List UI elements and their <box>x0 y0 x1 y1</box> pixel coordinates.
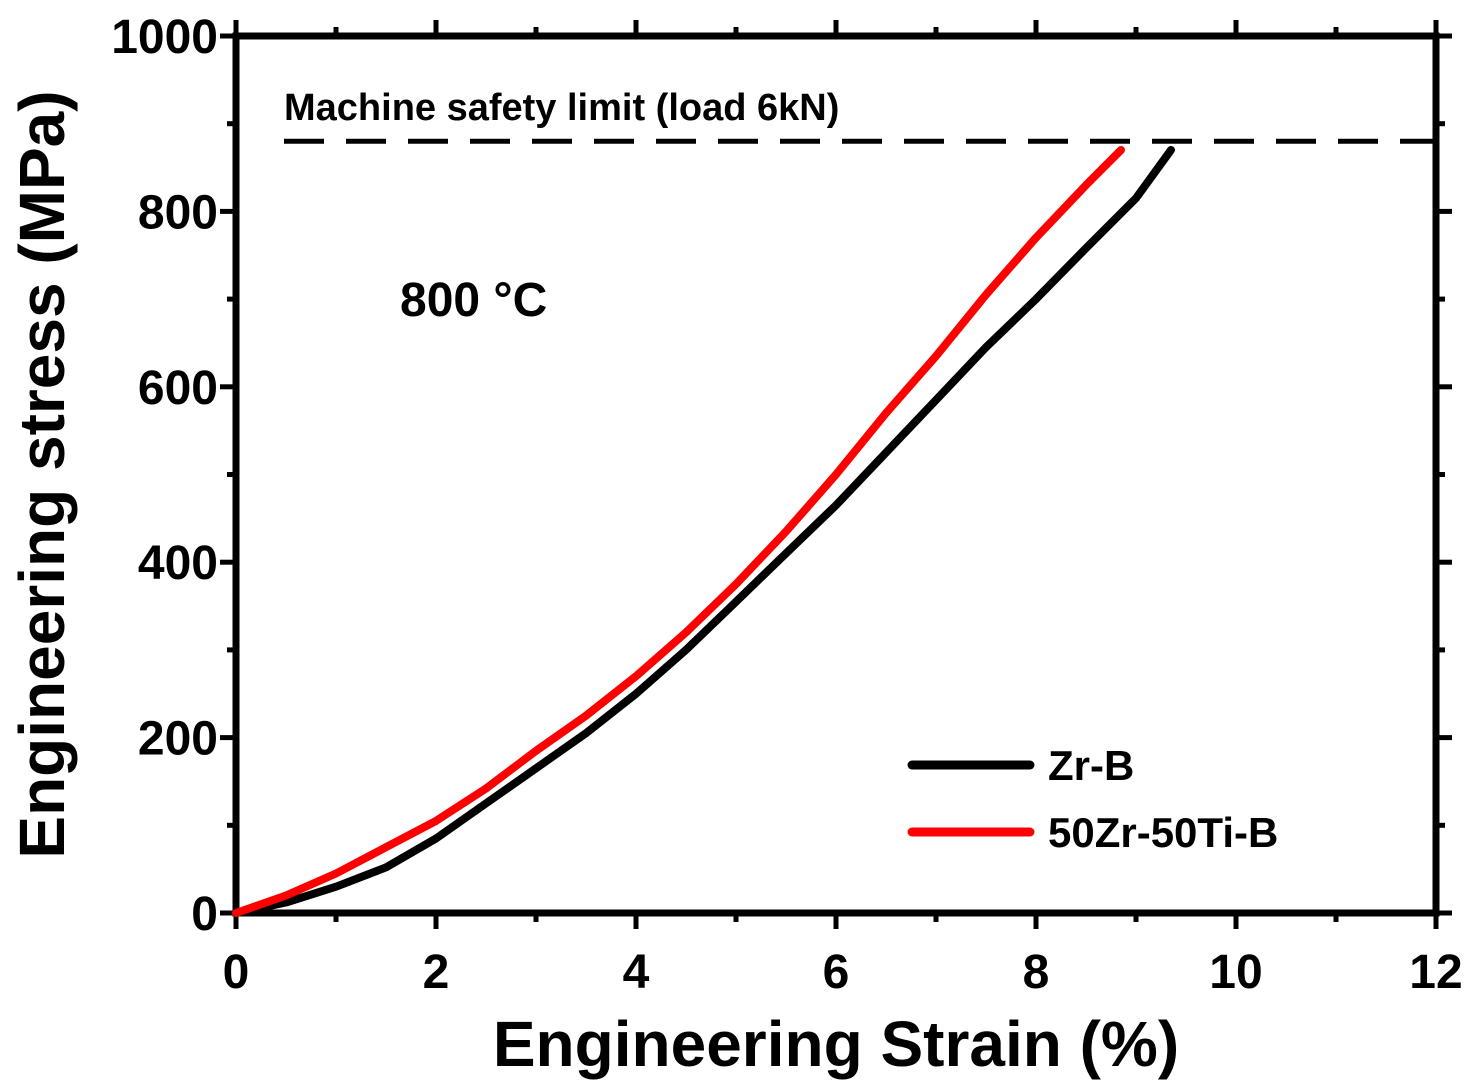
y-tick-label: 1000 <box>111 11 218 64</box>
x-axis-title: Engineering Strain (%) <box>493 1008 1179 1080</box>
safety-limit-label: Machine safety limit (load 6kN) <box>284 87 839 129</box>
tick-labels: 0 2 4 6 8 10 12 0 200 400 600 800 1000 <box>111 11 1462 999</box>
x-tick-label: 0 <box>223 946 250 999</box>
y-axis-title: Engineering stress (MPa) <box>6 90 78 858</box>
legend: Zr-B 50Zr-50Ti-B <box>907 742 1278 856</box>
series-line-zr-b <box>232 146 1175 917</box>
y-tick-label: 200 <box>138 713 218 766</box>
series-line-50zr-50ti-b <box>232 146 1125 917</box>
x-tick-label: 6 <box>823 946 850 999</box>
x-tick-label: 8 <box>1023 946 1050 999</box>
legend-label: 50Zr-50Ti-B <box>1048 809 1278 856</box>
y-tick-label: 0 <box>191 888 218 941</box>
y-tick-label: 600 <box>138 362 218 415</box>
annotations: Machine safety limit (load 6kN) 800 °C <box>284 87 1436 327</box>
x-tick-label: 2 <box>423 946 450 999</box>
axis-ticks <box>220 20 1452 929</box>
y-tick-label: 800 <box>138 186 218 239</box>
legend-label: Zr-B <box>1048 742 1134 789</box>
x-tick-label: 12 <box>1409 946 1462 999</box>
x-tick-label: 10 <box>1209 946 1262 999</box>
temperature-label: 800 °C <box>400 274 547 327</box>
series-lines <box>232 146 1175 917</box>
y-tick-label: 400 <box>138 537 218 590</box>
x-tick-label: 4 <box>623 946 650 999</box>
